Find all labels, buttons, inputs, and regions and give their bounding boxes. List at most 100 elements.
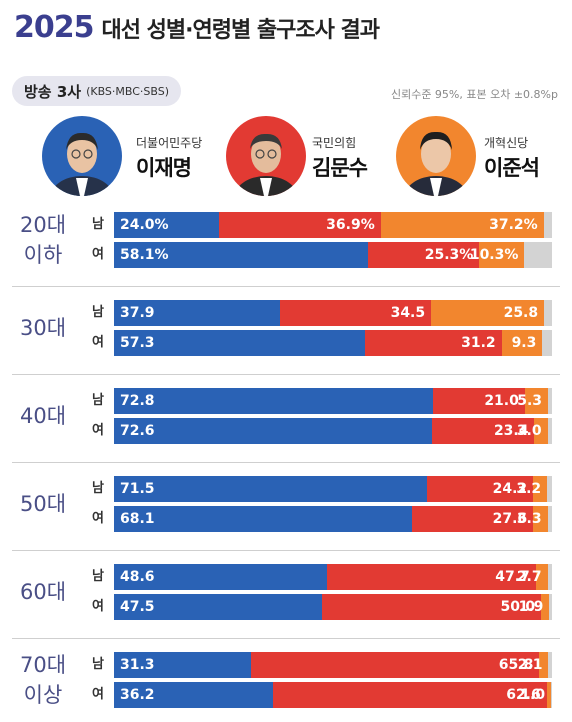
bar-segment-1	[114, 300, 280, 326]
candidate-2-photo	[226, 116, 306, 196]
candidate-3-name: 이준석	[484, 156, 540, 180]
confidence-note: 신뢰수준 95%, 표본 오차 ±0.8%p	[390, 88, 558, 101]
gender-label: 여	[92, 511, 104, 526]
data-label: 3.3	[516, 511, 542, 527]
data-label: 72.8	[120, 393, 155, 409]
bar-segment-2	[219, 212, 381, 238]
bar-row: 72.6 23.4 3.0	[114, 418, 552, 444]
gender-label: 여	[92, 423, 104, 438]
data-label: 37.2%	[489, 217, 538, 233]
data-label: 31.2	[461, 335, 496, 351]
bar-segment-2	[432, 388, 525, 414]
bar-segment-1	[114, 682, 273, 708]
candidate-2-party: 국민의힘	[312, 136, 357, 150]
data-label: 3.2	[516, 481, 542, 497]
bar-segment-2	[427, 476, 534, 502]
data-label: 24.2	[492, 481, 528, 497]
gender-label: 남	[92, 393, 104, 408]
data-label: 48.6	[120, 569, 155, 585]
bar-row: 47.5 50.0 1.9	[114, 594, 552, 620]
group-divider	[12, 550, 560, 551]
candidate-2: 국민의힘 김문수	[226, 116, 396, 202]
gender-label: 여	[92, 247, 104, 262]
data-label: 47.5	[120, 599, 155, 615]
bar-segment-3	[533, 506, 548, 532]
age-group-label: 70대 이상	[19, 653, 67, 707]
data-label: 47.7	[495, 569, 530, 585]
data-label: 34.5	[390, 305, 426, 321]
gender-label: 남	[92, 481, 104, 496]
bar-segment-2	[280, 300, 432, 326]
data-label: 71.5	[120, 481, 155, 497]
candidate-2-name: 김문수	[312, 156, 368, 180]
source-badge: 방송 3사 (KBS·MBC·SBS)	[12, 76, 182, 106]
bar-segment-1	[114, 564, 327, 590]
bar-segment-1	[114, 506, 413, 532]
data-label: 36.2	[120, 687, 155, 703]
bar-segment-2	[326, 564, 536, 590]
bar-row: 37.9 34.5 25.8	[114, 300, 552, 326]
bar-segment-3	[501, 330, 543, 356]
source-sub: (KBS·MBC·SBS)	[86, 84, 170, 98]
gender-label: 여	[92, 687, 104, 702]
bar-segment-3	[533, 476, 548, 502]
candidate-1-name: 이재명	[136, 156, 192, 180]
bar-segment-1	[114, 418, 432, 444]
bar-row: 36.2 62.6 1.0	[114, 682, 552, 708]
data-label: 21.0	[484, 393, 519, 409]
age-group-label: 60대	[19, 580, 67, 604]
bar-row: 57.3 31.2 9.3	[114, 330, 552, 356]
bar-segment-1	[114, 242, 369, 268]
data-label: 3.0	[516, 423, 542, 439]
bar-segment-1	[114, 212, 220, 238]
title-text: 대선 성별·연령별 출구조사 결과	[101, 18, 380, 43]
group-divider	[12, 286, 560, 287]
age-group-label: 40대	[19, 404, 67, 428]
bar-segment-2	[322, 594, 542, 620]
data-label: 1.0	[520, 687, 546, 703]
bar-segment-3	[524, 388, 549, 414]
bar-segment-3	[541, 594, 550, 620]
candidate-1-photo	[42, 116, 122, 196]
candidate-1: 더불어민주당 이재명	[42, 116, 222, 202]
bar-segment-3	[534, 418, 548, 444]
data-label: 68.1	[120, 511, 155, 527]
data-label: 58.1%	[120, 247, 169, 263]
gender-label: 남	[92, 217, 104, 232]
candidate-3-party: 개혁신당	[484, 136, 529, 150]
group-divider	[12, 462, 560, 463]
bar-segment-1	[114, 652, 252, 678]
bar-segment-2	[364, 330, 502, 356]
bar-row: 72.8 21.0 5.3	[114, 388, 552, 414]
data-label: 62.6	[506, 687, 541, 703]
page-title: 2025 대선 성별·연령별 출구조사 결과	[14, 10, 380, 60]
data-label: 5.3	[517, 393, 543, 409]
data-label: 9.3	[511, 335, 537, 351]
data-label: 24.0%	[120, 217, 169, 233]
bar-row: 48.6 47.7 2.7	[114, 564, 552, 590]
candidate-3: 개혁신당 이준석	[396, 116, 566, 202]
data-label: 27.6	[492, 511, 528, 527]
bar-segment-1	[114, 388, 433, 414]
data-label: 37.9	[120, 305, 155, 321]
data-label: 25.8	[503, 305, 539, 321]
bar-segment-3	[535, 564, 548, 590]
data-label: 25.3%	[424, 247, 474, 263]
data-label: 50.0	[500, 599, 536, 615]
title-year: 2025	[14, 10, 94, 45]
data-label: 57.3	[120, 335, 155, 351]
bar-row: 68.1 27.6 3.3	[114, 506, 552, 532]
candidate-3-photo	[396, 116, 476, 196]
bar-row: 31.3 65.8 2.1	[114, 652, 552, 678]
source-main: 방송 3사	[24, 82, 82, 101]
bar-segment-1	[114, 330, 365, 356]
data-label: 2.1	[517, 657, 543, 673]
group-divider	[12, 374, 560, 375]
data-label: 36.9%	[326, 217, 375, 233]
bar-row: 24.0% 36.9% 37.2%	[114, 212, 552, 238]
bar-segment-3	[380, 212, 544, 238]
age-group-label: 20대 이하	[19, 213, 67, 267]
gender-label: 여	[92, 335, 104, 350]
age-group-label: 50대	[19, 492, 67, 516]
bar-segment-2	[412, 506, 534, 532]
